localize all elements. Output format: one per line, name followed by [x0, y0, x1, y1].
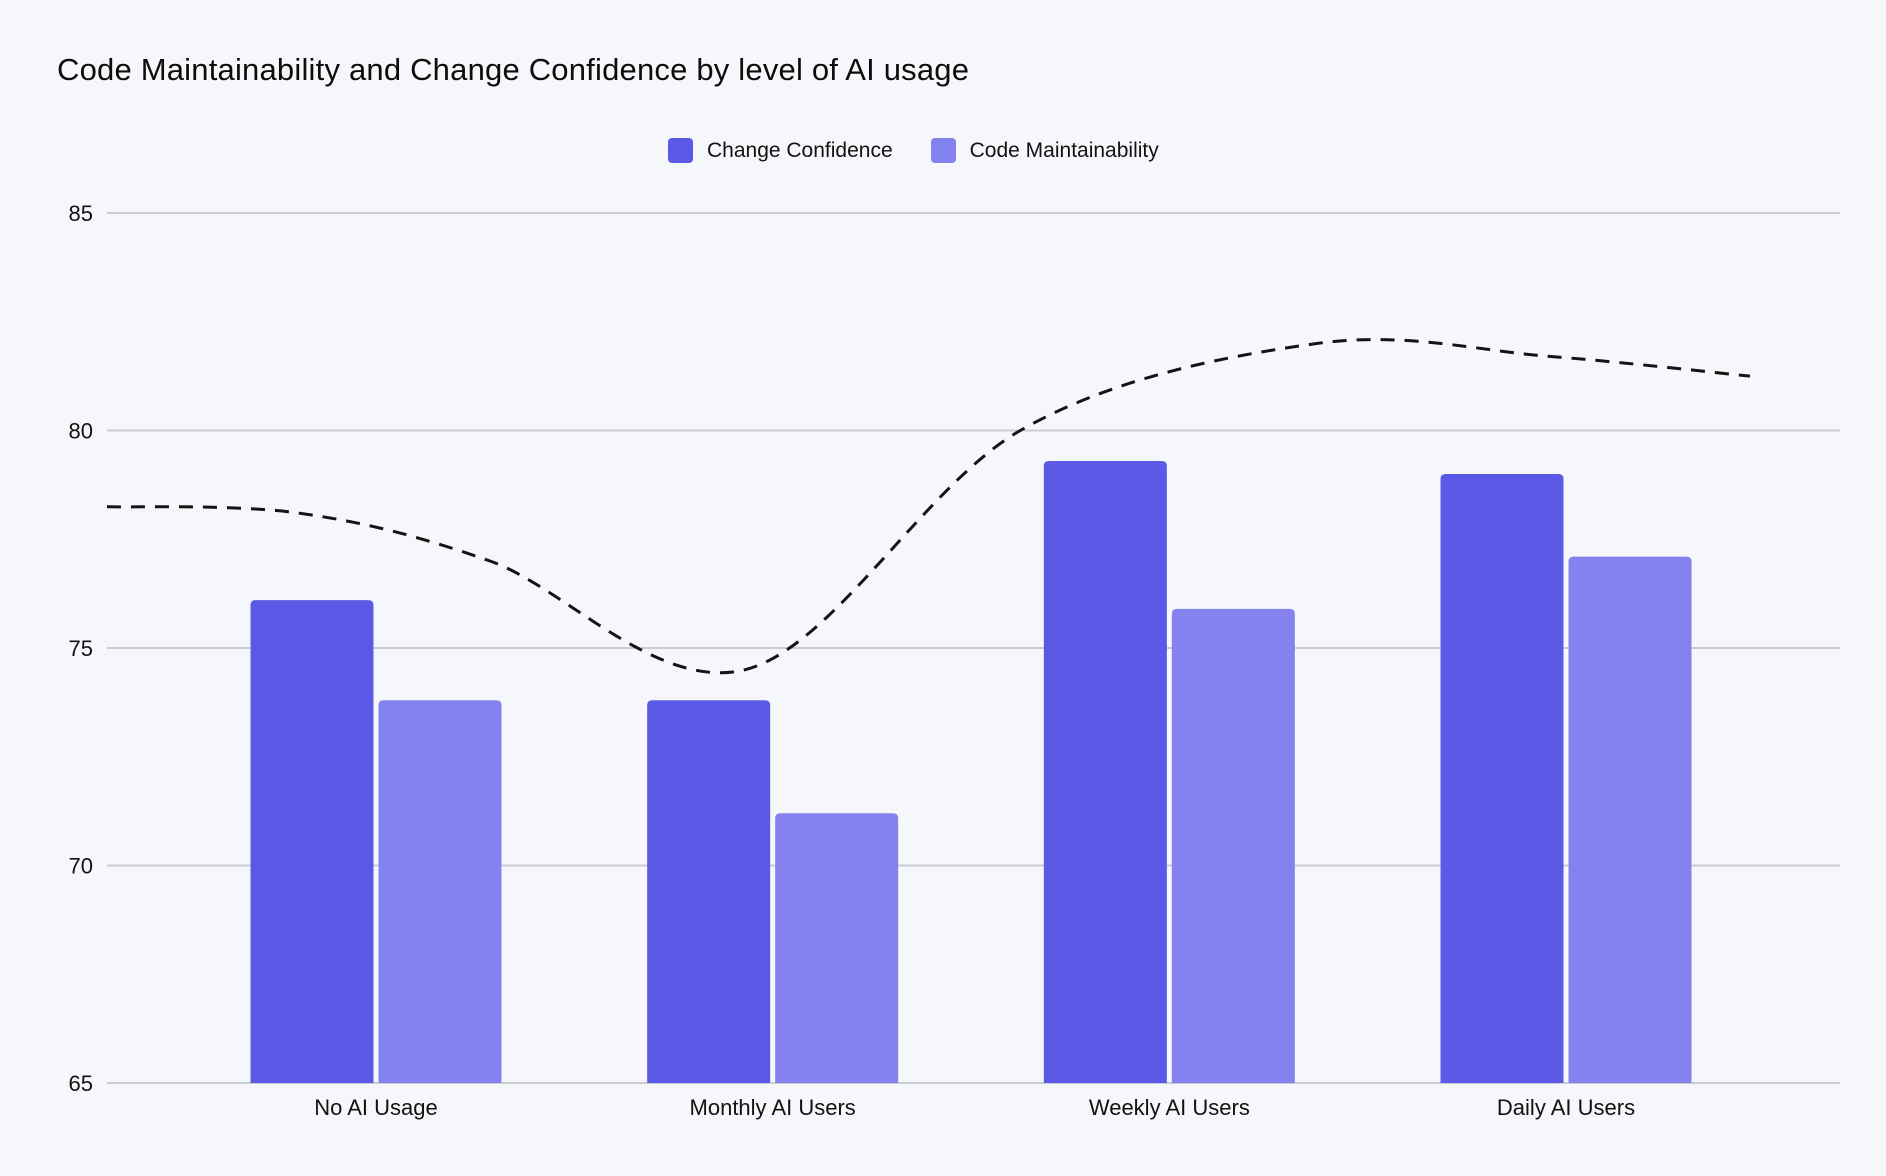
legend-swatch-icon	[668, 138, 693, 163]
bar-change-confidence[interactable]	[250, 600, 374, 1083]
bar-change-confidence[interactable]	[1440, 474, 1564, 1083]
trend-line	[106, 338, 1751, 675]
legend-swatch-icon	[930, 138, 956, 163]
bar-code-maintainability[interactable]	[378, 700, 502, 1083]
x-category-label: Monthly AI Users	[690, 1095, 856, 1120]
y-axis-tick-label: 75	[69, 636, 93, 661]
y-axis-tick-label: 85	[69, 201, 93, 226]
x-category-label: Daily AI Users	[1497, 1095, 1635, 1120]
bar-code-maintainability[interactable]	[1171, 608, 1295, 1083]
bar-code-maintainability[interactable]	[775, 813, 899, 1083]
y-axis-tick-label: 65	[69, 1071, 93, 1096]
legend-item-code-maintainability[interactable]: Code Maintainability	[930, 138, 1159, 163]
legend-label: Code Maintainability	[969, 138, 1159, 162]
y-axis-tick-label: 70	[69, 854, 93, 879]
legend-item-change-confidence[interactable]: Change Confidence	[668, 138, 893, 163]
bar-change-confidence[interactable]	[647, 700, 771, 1083]
legend-label: Change Confidence	[707, 138, 893, 162]
chart-title: Code Maintainability and Change Confiden…	[57, 52, 970, 87]
bar-change-confidence[interactable]	[1043, 460, 1167, 1083]
y-axis-tick-label: 80	[69, 419, 93, 444]
bar-code-maintainability[interactable]	[1568, 556, 1692, 1083]
x-category-label: Weekly AI Users	[1089, 1095, 1250, 1120]
legend: Change Confidence Code Maintainability	[668, 138, 1159, 163]
x-category-label: No AI Usage	[314, 1095, 438, 1120]
